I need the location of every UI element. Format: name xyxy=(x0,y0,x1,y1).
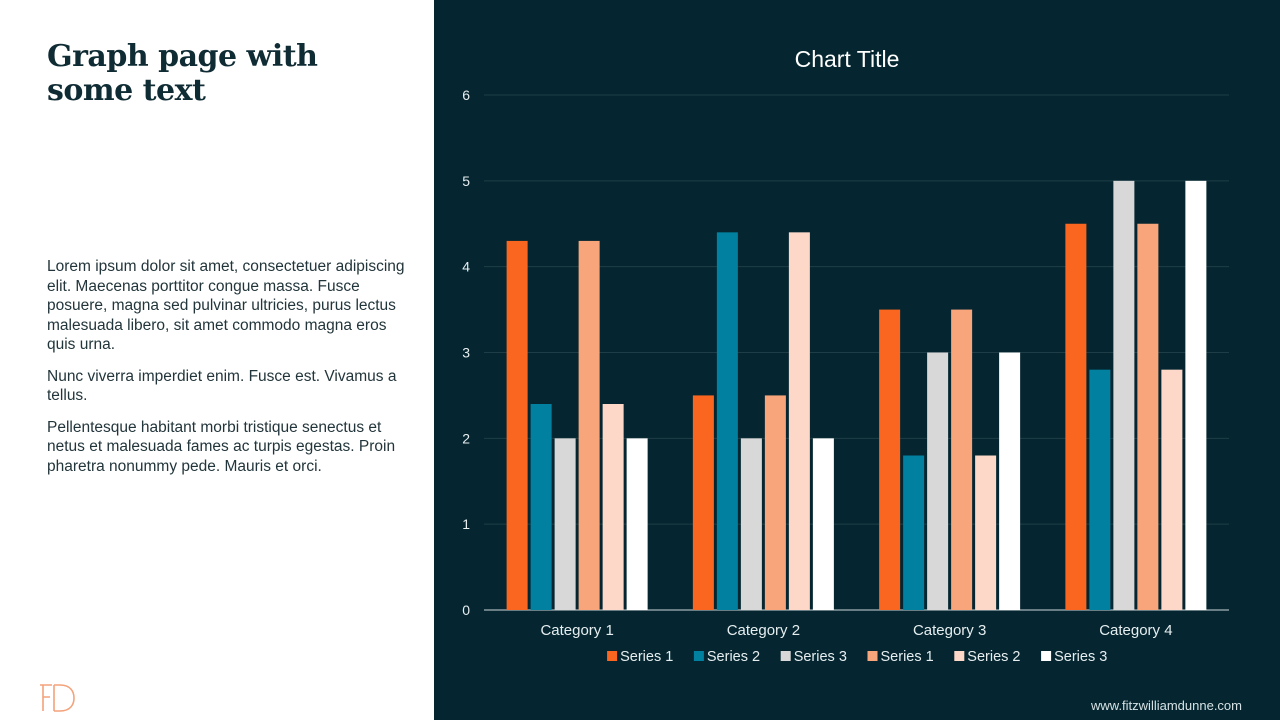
legend-label-6: Series 3 xyxy=(1054,649,1107,665)
legend-swatch-1 xyxy=(607,651,618,661)
bar-series-2-2-cat-1 xyxy=(530,404,552,610)
paragraph-3: Pellentesque habitant morbi tristique se… xyxy=(47,418,396,475)
bar-chart: 0 1 2 3 4 5 6 Category 1 Category 2 Category 3 Cat… xyxy=(462,87,1229,665)
chart-panel: Chart Title 0 1 2 3 4 5 6 Category 1 Category 2 C… xyxy=(434,0,1280,720)
bar-series-3-3-cat-3 xyxy=(927,352,949,610)
y-tick-label: 3 xyxy=(462,345,470,361)
bar-series-2-2-cat-3 xyxy=(903,455,925,610)
text-panel: Graph page with some text Lorem ipsum do… xyxy=(0,0,644,720)
fd-logo xyxy=(40,684,75,712)
bar-series-1-4-cat-2 xyxy=(764,395,786,610)
bar-series-1-4-cat-1 xyxy=(578,240,600,610)
paragraph-2: Nunc viverra imperdiet enim. Fusce est. … xyxy=(47,367,397,405)
bar-series-2-2-cat-2 xyxy=(716,232,738,611)
y-tick-label: 4 xyxy=(462,259,470,275)
legend-label-3: Series 3 xyxy=(794,649,847,665)
legend-label-2: Series 2 xyxy=(707,649,760,665)
bar-series-1-1-cat-3 xyxy=(879,309,901,610)
bar-series-2-2-cat-4 xyxy=(1089,369,1111,610)
y-tick-label: 2 xyxy=(462,430,470,446)
legend-swatch-4 xyxy=(867,651,878,661)
bar-series-2-5-cat-2 xyxy=(788,232,810,611)
y-tick-label: 0 xyxy=(462,602,470,618)
bar-series-1-1-cat-4 xyxy=(1065,223,1087,610)
legend-label-5: Series 2 xyxy=(967,649,1020,665)
bar-series-2-5-cat-1 xyxy=(602,404,624,610)
bar-series-3-3-cat-1 xyxy=(554,438,576,610)
bar-series-3-6-cat-3 xyxy=(999,352,1021,610)
legend-label-4: Series 1 xyxy=(881,649,934,665)
x-tick-label: Category 4 xyxy=(1099,622,1172,639)
bar-series-1-1-cat-1 xyxy=(506,240,528,610)
legend-swatch-2 xyxy=(693,651,704,661)
bar-series-3-3-cat-2 xyxy=(740,438,762,610)
y-tick-label: 6 xyxy=(462,87,470,103)
bar-series-3-3-cat-4 xyxy=(1113,180,1135,611)
body-text: Lorem ipsum dolor sit amet, consectetuer… xyxy=(47,257,417,488)
legend-swatch-3 xyxy=(780,651,791,661)
paragraph-1: Lorem ipsum dolor sit amet, consectetuer… xyxy=(47,258,405,353)
y-tick-label: 5 xyxy=(462,173,470,189)
bar-series-3-6-cat-1 xyxy=(626,438,648,610)
x-tick-label: Category 1 xyxy=(540,622,613,639)
bar-series-3-6-cat-2 xyxy=(812,438,834,610)
bar-series-1-4-cat-3 xyxy=(951,309,973,610)
legend-swatch-5 xyxy=(954,651,965,661)
bar-series-2-5-cat-3 xyxy=(975,455,997,610)
chart-title: Chart Title xyxy=(794,46,900,72)
legend-swatch-6 xyxy=(1041,651,1052,661)
x-tick-label: Category 3 xyxy=(913,622,986,639)
bar-series-1-1-cat-2 xyxy=(692,395,714,610)
y-tick-label: 1 xyxy=(462,516,470,532)
legend-label-1: Series 1 xyxy=(620,649,673,665)
website-url: www.fitzwilliamdunne.com xyxy=(1091,698,1242,713)
bar-series-2-5-cat-4 xyxy=(1161,369,1183,610)
x-tick-label: Category 2 xyxy=(727,622,800,639)
bar-series-3-6-cat-4 xyxy=(1185,180,1207,611)
bar-series-1-4-cat-4 xyxy=(1137,223,1159,610)
slide-title: Graph page with some text xyxy=(47,39,318,108)
